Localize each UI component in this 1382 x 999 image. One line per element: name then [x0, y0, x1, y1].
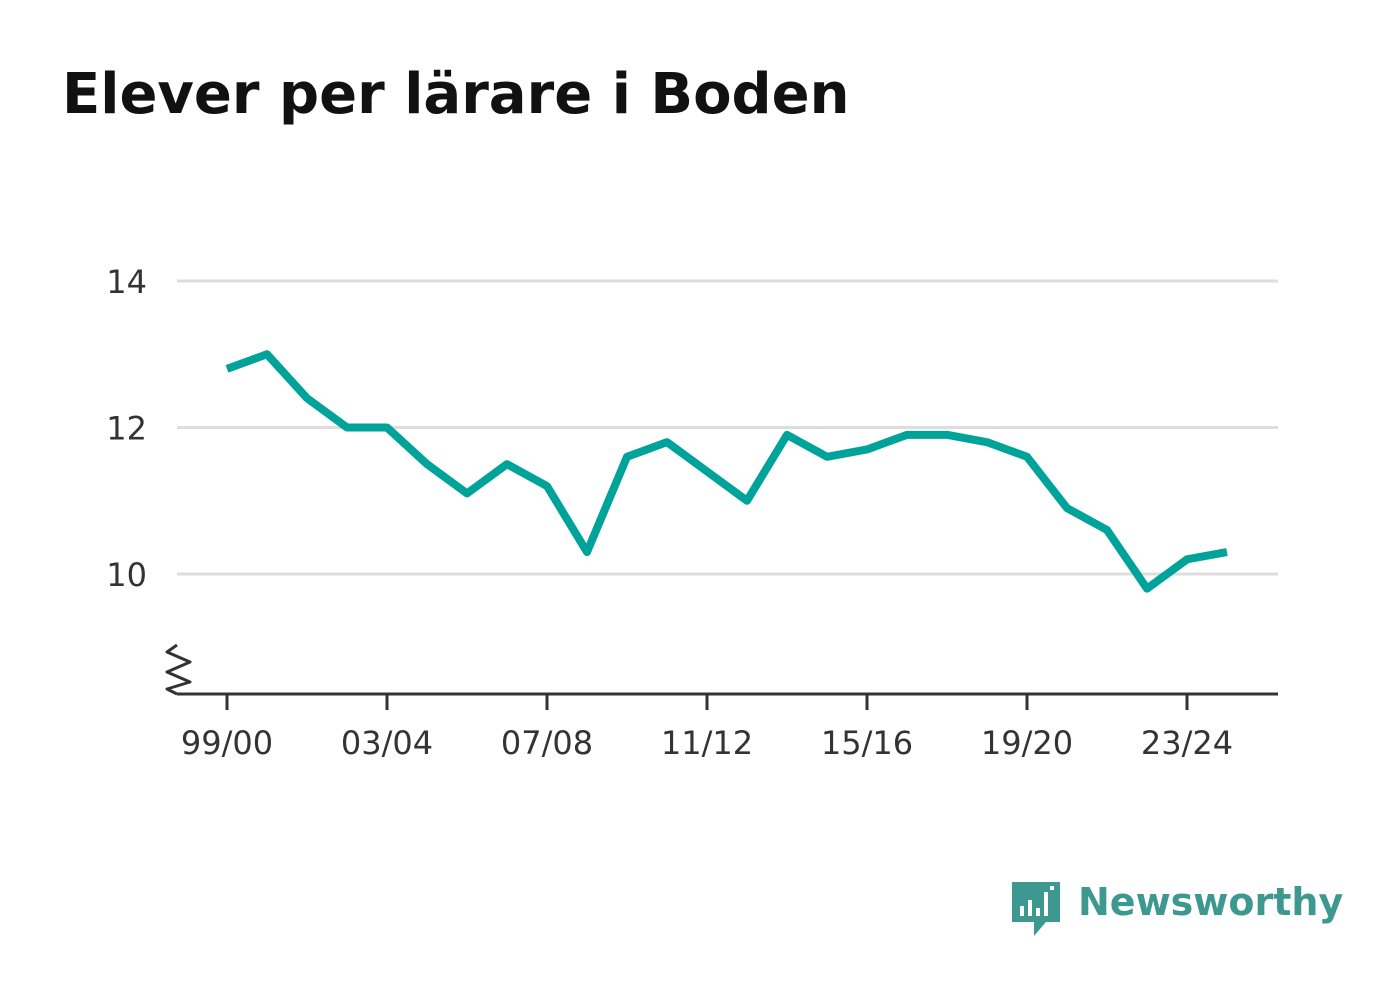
- y-axis-ticks: 14 12 10: [106, 263, 147, 594]
- series-group: [225, 350, 1228, 593]
- y-tick-label: 14: [106, 263, 147, 301]
- x-tick-label: 11/12: [661, 724, 753, 762]
- x-tick-label: 99/00: [181, 724, 273, 762]
- axis-break-icon: [165, 643, 192, 696]
- y-tick-label: 12: [106, 410, 147, 448]
- chart-title: Elever per lärare i Boden: [62, 62, 850, 127]
- brand-name: Newsworthy: [1078, 880, 1344, 924]
- x-tick-label: 23/24: [1141, 724, 1233, 762]
- x-axis-ticks: 99/00 03/04 07/08 11/12 15/16 19/20 23/24: [181, 694, 1233, 762]
- series-line: [225, 350, 1228, 593]
- x-tick-label: 07/08: [501, 724, 593, 762]
- x-axis: [165, 643, 1278, 696]
- bar-chart-speech-bubble-icon: [1012, 882, 1060, 936]
- x-tick-label: 15/16: [821, 724, 913, 762]
- y-tick-label: 10: [106, 556, 147, 594]
- x-tick-label: 19/20: [981, 724, 1073, 762]
- brand-logo: Newsworthy: [1010, 878, 1343, 940]
- x-tick-label: 03/04: [341, 724, 433, 762]
